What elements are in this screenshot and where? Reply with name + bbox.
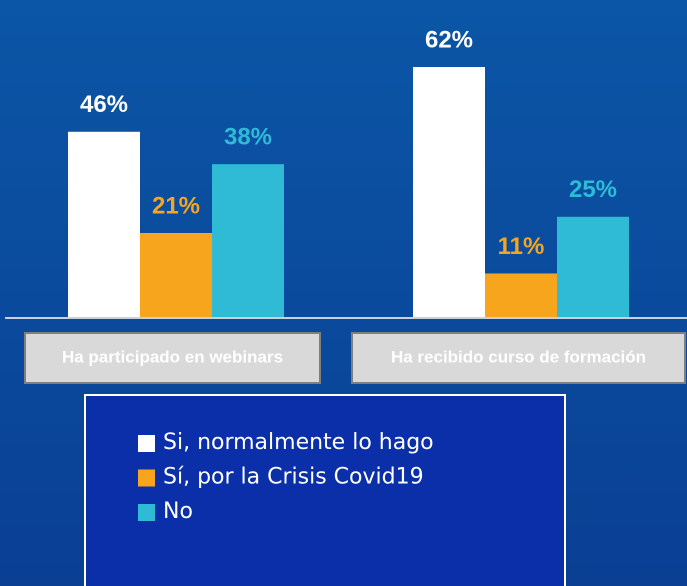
bar [485, 273, 557, 318]
category-box [24, 332, 321, 384]
category-box [351, 332, 686, 384]
bar [140, 232, 212, 318]
value-label: 11% [498, 233, 545, 260]
legend-label: Sí, por la Crisis Covid19 [163, 465, 424, 490]
bar [212, 164, 284, 318]
bar [557, 216, 629, 318]
value-label: 25% [569, 176, 617, 203]
legend-label: No [163, 499, 193, 524]
value-label: 62% [425, 26, 473, 53]
legend-swatch [138, 469, 155, 487]
value-label: 46% [80, 91, 128, 118]
bar [68, 131, 140, 318]
bar [413, 67, 485, 318]
category-label: Ha participado en webinars [62, 347, 283, 366]
legend-label: Si, normalmente lo hago [163, 430, 434, 455]
legend-box [84, 394, 566, 586]
value-label: 21% [152, 192, 200, 219]
category-label: Ha recibido curso de formación [391, 347, 646, 366]
legend-swatch [138, 504, 155, 521]
value-label: 38% [224, 124, 272, 151]
legend-swatch [138, 435, 155, 452]
